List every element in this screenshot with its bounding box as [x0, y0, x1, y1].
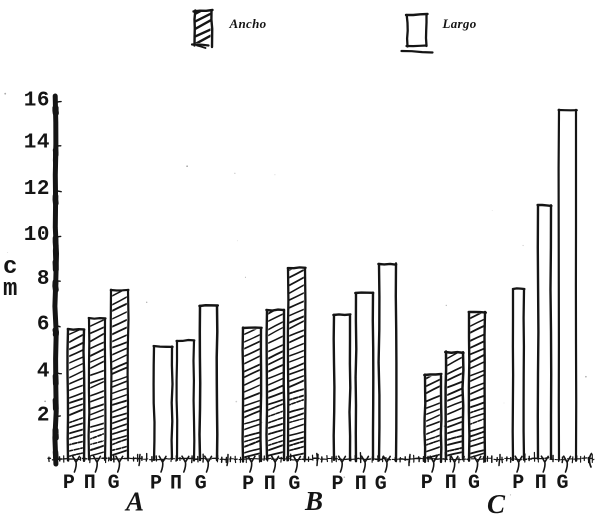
- svg-text:G: G: [108, 472, 120, 495]
- svg-text:П: П: [535, 472, 547, 495]
- svg-text:A: A: [124, 487, 144, 516]
- svg-text:Largo: Largo: [442, 16, 477, 31]
- svg-text:P: P: [512, 472, 524, 495]
- svg-text:C: C: [487, 489, 506, 516]
- svg-text:G: G: [375, 473, 387, 496]
- svg-text:P: P: [331, 473, 343, 496]
- svg-text:P: P: [150, 473, 162, 496]
- svg-text:4: 4: [37, 361, 50, 384]
- svg-text:П: П: [445, 472, 457, 495]
- svg-text:16: 16: [24, 90, 50, 113]
- svg-text:P: P: [242, 473, 254, 496]
- svg-text:m: m: [3, 276, 17, 303]
- svg-text:G: G: [195, 473, 207, 496]
- svg-text:12: 12: [24, 178, 50, 201]
- svg-text:G: G: [556, 472, 568, 495]
- svg-text:П: П: [84, 472, 96, 495]
- svg-text:10: 10: [24, 224, 50, 247]
- svg-text:G: G: [288, 473, 300, 496]
- svg-text:8: 8: [37, 268, 50, 291]
- svg-text:П: П: [170, 473, 182, 496]
- svg-text:c: c: [3, 254, 17, 281]
- svg-text:П: П: [264, 473, 276, 496]
- svg-text:П: П: [355, 473, 367, 496]
- svg-text:G: G: [468, 472, 480, 495]
- svg-text:6: 6: [37, 314, 50, 337]
- svg-text:Ancho: Ancho: [229, 16, 267, 31]
- svg-text:B: B: [304, 486, 323, 516]
- svg-text:P: P: [421, 472, 433, 495]
- svg-text:14: 14: [24, 132, 50, 155]
- svg-text:P: P: [63, 472, 75, 495]
- svg-text:2: 2: [37, 405, 50, 428]
